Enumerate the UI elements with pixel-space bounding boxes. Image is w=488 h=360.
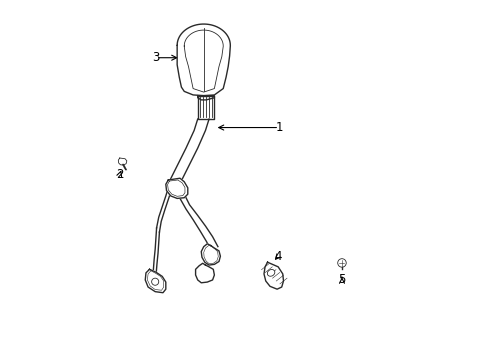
Text: 3: 3	[152, 51, 159, 64]
Polygon shape	[264, 262, 283, 289]
Circle shape	[151, 278, 159, 285]
Text: 2: 2	[116, 168, 123, 181]
Text: 1: 1	[275, 121, 283, 134]
Polygon shape	[197, 96, 214, 100]
Text: 5: 5	[338, 274, 345, 287]
Polygon shape	[201, 244, 220, 265]
Polygon shape	[180, 194, 218, 251]
Polygon shape	[197, 96, 214, 119]
Polygon shape	[168, 119, 209, 184]
Text: 4: 4	[274, 250, 282, 263]
Polygon shape	[177, 24, 230, 96]
Polygon shape	[118, 158, 126, 165]
Polygon shape	[195, 263, 214, 283]
Polygon shape	[165, 178, 187, 198]
Polygon shape	[145, 269, 165, 293]
Ellipse shape	[267, 270, 274, 276]
Circle shape	[337, 259, 346, 267]
Polygon shape	[156, 188, 170, 232]
